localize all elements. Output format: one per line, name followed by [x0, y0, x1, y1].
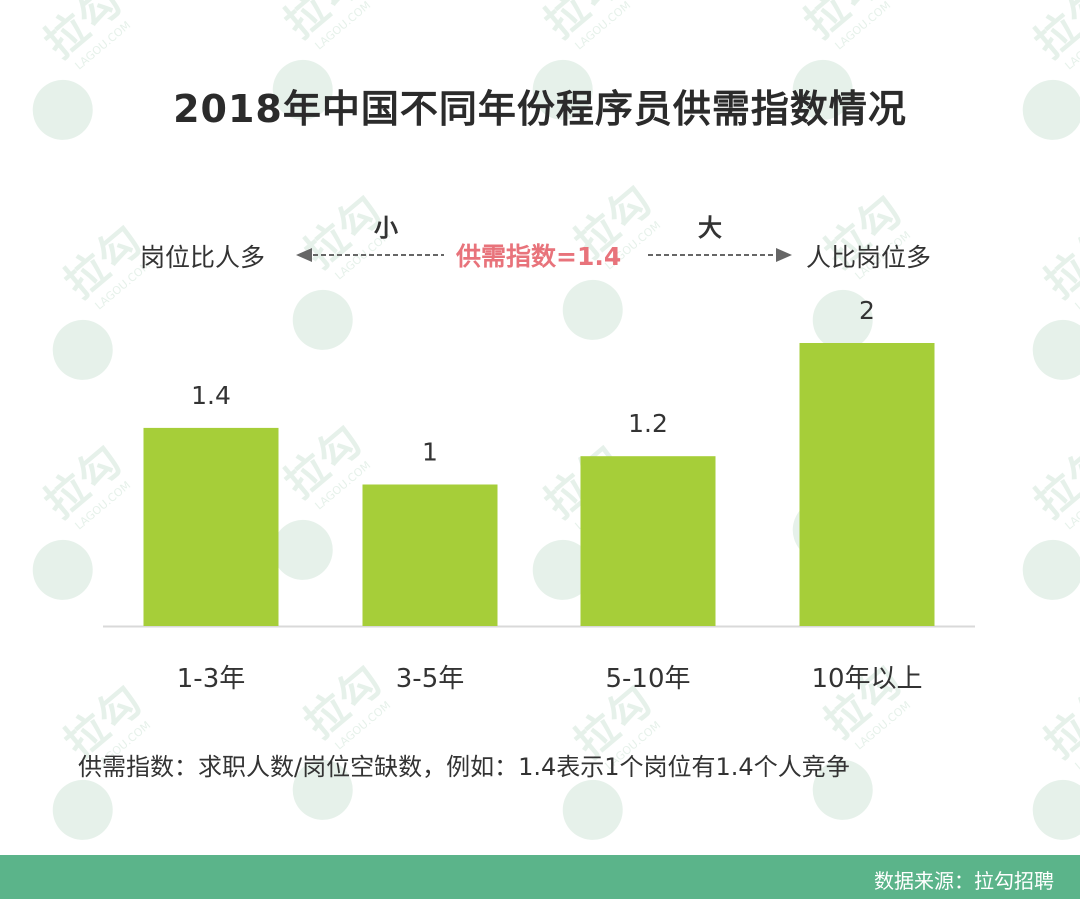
index-legend: 岗位比人多 小 供需指数=1.4 大 人比岗位多 — [0, 200, 1080, 280]
bar-value-label: 2 — [859, 296, 875, 325]
right-arrow-icon — [776, 248, 792, 262]
bar-value-label: 1 — [422, 438, 438, 467]
legend-big-label: 大 — [698, 214, 722, 242]
bar — [799, 343, 935, 626]
bar-value-label: 1.4 — [191, 381, 231, 410]
x-tick-label: 5-10年 — [605, 664, 690, 694]
footnote: 供需指数：求职人数/岗位空缺数，例如：1.4表示1个岗位有1.4个人竞争 — [78, 753, 850, 781]
x-tick-label: 1-3年 — [177, 664, 245, 694]
bar — [580, 456, 716, 626]
left-arrow-icon — [296, 248, 312, 262]
legend-left-label: 岗位比人多 — [140, 243, 266, 272]
footer-bar: 数据来源：拉勾招聘 — [0, 855, 1080, 899]
legend-arrows — [296, 248, 792, 262]
x-tick-label: 3-5年 — [396, 664, 464, 694]
legend-small-label: 小 — [374, 214, 398, 242]
x-tick-label: 10年以上 — [811, 664, 922, 694]
data-source: 数据来源：拉勾招聘 — [874, 869, 1054, 893]
bar-chart: 1.4 1-3年 1 3-5年 1.2 5-10年 2 10年以上 — [103, 296, 975, 694]
chart-title: 2018年中国不同年份程序员供需指数情况 — [173, 87, 907, 131]
bar-value-label: 1.2 — [628, 409, 668, 438]
legend-center-label: 供需指数=1.4 — [456, 242, 622, 271]
bar — [143, 427, 279, 626]
legend-right-label: 人比岗位多 — [806, 243, 932, 272]
bar — [362, 484, 498, 626]
